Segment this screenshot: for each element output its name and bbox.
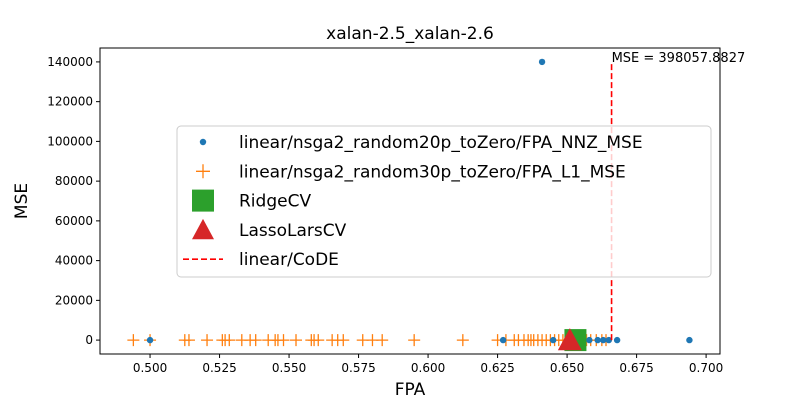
plus-point [201,334,214,347]
circle-point [686,336,693,344]
x-tick-label: 0.625 [480,361,514,375]
plus-point [249,334,262,347]
circle-point [146,336,154,344]
circle-point [549,336,557,344]
y-tick-label: 140000 [47,55,93,69]
legend: linear/nsga2_random20p_toZero/FPA_NNZ_MS… [176,125,712,278]
x-axis: 0.500 0.525 0.550 0.575 0.600 0.625 0.650 0.675… [133,354,723,375]
legend-label: linear/CoDE [239,250,339,270]
plus-point [376,334,389,347]
circle-point [586,336,593,344]
legend-box [176,125,712,278]
legend-label: LassoLarsCV [239,221,347,241]
plus-point [290,334,303,347]
plus-point [312,334,325,347]
y-tick-label: 80000 [55,174,93,188]
x-tick-label: 0.600 [411,361,445,375]
circle-point [613,336,621,344]
legend-items: linear/nsga2_random20p_toZero/FPA_NNZ_MS… [183,133,643,270]
x-tick-label: 0.550 [272,361,306,375]
legend-label: linear/nsga2_random20p_toZero/FPA_NNZ_MS… [239,133,643,153]
plus-point [182,334,195,347]
triangle-point [557,328,582,351]
legend-plus-marker [196,164,210,179]
y-tick-label: 0 [85,333,93,347]
plus-point [337,334,350,347]
plus-point [277,334,290,347]
mse-annotation: MSE = 398057.8827 [612,51,746,66]
x-tick-label: 0.525 [202,361,236,375]
circle-point [538,58,546,66]
y-tick-label: 20000 [55,293,93,307]
y-tick-label: 120000 [47,95,93,109]
y-axis: 0 20000 40000 60000 80000 100000 120000 140000 [47,55,100,347]
series-layer [127,58,693,352]
y-axis-label: MSE [12,183,32,219]
legend-square-marker [192,189,214,212]
legend-circle-marker [199,138,207,146]
plus-point [456,334,469,347]
series-triangle [557,328,582,351]
x-tick-label: 0.650 [550,361,584,375]
legend-triangle-marker [192,218,214,240]
legend-label: RidgeCV [239,192,311,212]
plus-point [127,334,140,347]
y-tick-label: 100000 [47,134,93,148]
circle-point [499,336,507,344]
circle-point [594,336,601,344]
x-axis-label: FPA [395,380,426,400]
chart-title: xalan-2.5_xalan-2.6 [326,24,494,44]
y-tick-label: 40000 [55,254,93,268]
circle-point [605,336,612,344]
plus-point [223,334,236,347]
y-tick-label: 60000 [55,214,93,228]
x-tick-label: 0.700 [689,361,723,375]
circle-point [600,336,607,344]
plus-point [408,334,421,347]
x-tick-label: 0.675 [619,361,653,375]
x-tick-label: 0.575 [341,361,375,375]
legend-label: linear/nsga2_random30p_toZero/FPA_L1_MSE [239,162,626,182]
plot-border [99,47,721,355]
x-tick-label: 0.500 [133,361,167,375]
